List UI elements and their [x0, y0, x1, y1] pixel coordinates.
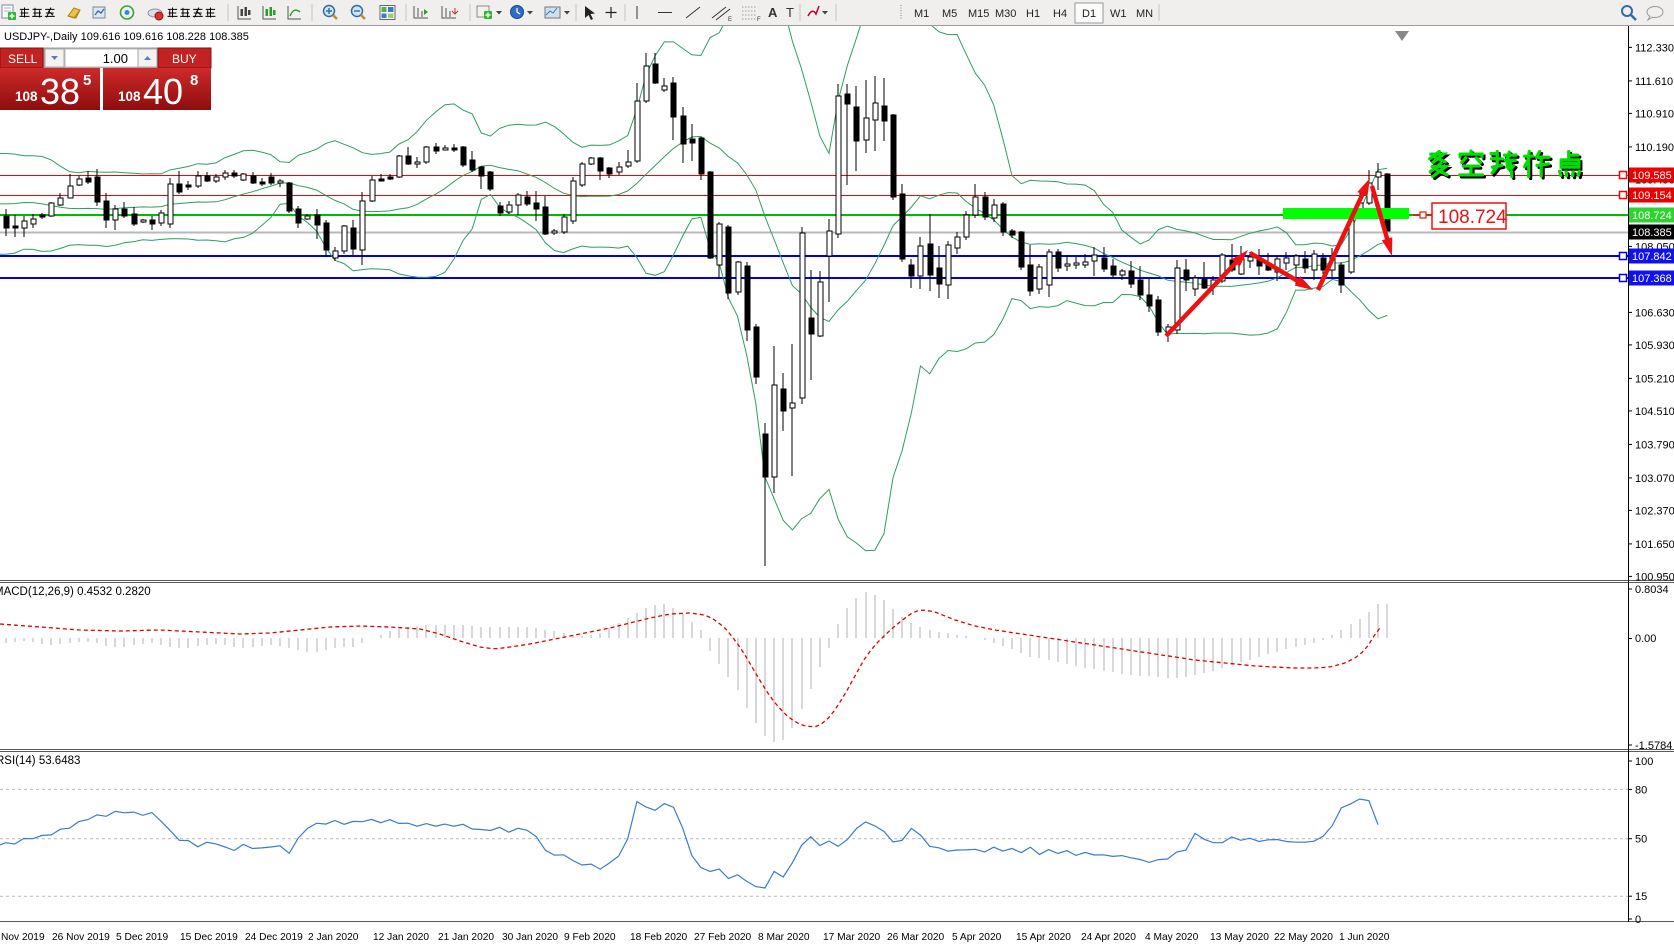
- svg-text:H4: H4: [1053, 8, 1067, 20]
- svg-text:A: A: [768, 5, 778, 20]
- svg-text:110.190: 110.190: [1635, 142, 1674, 154]
- svg-text:108: 108: [118, 89, 141, 104]
- svg-text:BUY: BUY: [172, 52, 197, 66]
- svg-text:12 Jan 2020: 12 Jan 2020: [373, 932, 429, 943]
- svg-text:109.154: 109.154: [1632, 190, 1672, 202]
- svg-text:D1: D1: [1082, 8, 1096, 20]
- svg-text:-1.5784: -1.5784: [1635, 740, 1672, 752]
- svg-text:111.610: 111.610: [1635, 76, 1673, 88]
- svg-text:T: T: [786, 5, 794, 20]
- svg-text:9 Feb 2020: 9 Feb 2020: [564, 932, 616, 943]
- svg-text:109.585: 109.585: [1632, 170, 1672, 182]
- svg-text:27 Feb 2020: 27 Feb 2020: [694, 932, 752, 943]
- svg-text:108.724: 108.724: [1438, 207, 1507, 228]
- svg-text:4 May 2020: 4 May 2020: [1145, 932, 1199, 943]
- svg-text:MN: MN: [1136, 8, 1153, 20]
- svg-text:105.210: 105.210: [1635, 373, 1674, 385]
- svg-text:17 Mar 2020: 17 Mar 2020: [823, 932, 881, 943]
- svg-text:E: E: [728, 17, 732, 23]
- svg-text:15 Apr 2020: 15 Apr 2020: [1016, 932, 1071, 943]
- svg-text:102.370: 102.370: [1635, 505, 1674, 517]
- svg-text:26 Mar 2020: 26 Mar 2020: [887, 932, 945, 943]
- svg-text:0: 0: [1635, 914, 1641, 926]
- svg-text:110.910: 110.910: [1635, 108, 1674, 120]
- svg-text:40: 40: [143, 71, 183, 112]
- svg-text:30 Jan 2020: 30 Jan 2020: [502, 932, 558, 943]
- svg-text:USDJPY-,Daily 109.616 109.616: USDJPY-,Daily 109.616 109.616 108.228 10…: [4, 31, 249, 43]
- svg-text:106.630: 106.630: [1635, 307, 1674, 319]
- svg-text:RSI(14) 53.6483: RSI(14) 53.6483: [0, 755, 80, 767]
- svg-text:112.330: 112.330: [1635, 42, 1674, 54]
- svg-text:SELL: SELL: [8, 52, 38, 66]
- svg-text:W1: W1: [1110, 8, 1127, 20]
- svg-text:M5: M5: [942, 8, 957, 20]
- svg-text:100: 100: [1635, 756, 1653, 768]
- svg-text:24 Apr 2020: 24 Apr 2020: [1081, 932, 1136, 943]
- svg-text:108.724: 108.724: [1632, 210, 1672, 222]
- svg-text:100.950: 100.950: [1635, 571, 1674, 583]
- svg-text:108.385: 108.385: [1632, 227, 1672, 239]
- svg-text:M1: M1: [914, 8, 929, 20]
- svg-text:103.790: 103.790: [1635, 439, 1674, 451]
- svg-text:Nov 2019: Nov 2019: [1, 932, 45, 943]
- svg-text:105.930: 105.930: [1635, 340, 1674, 352]
- svg-text:26 Nov 2019: 26 Nov 2019: [52, 932, 110, 943]
- svg-text:24 Dec 2019: 24 Dec 2019: [245, 932, 303, 943]
- svg-text:0.00: 0.00: [1635, 633, 1656, 645]
- svg-text:1.00: 1.00: [103, 51, 128, 66]
- svg-text:107.368: 107.368: [1632, 273, 1672, 285]
- svg-text:103.070: 103.070: [1635, 473, 1674, 485]
- svg-text:5: 5: [83, 72, 91, 89]
- svg-text:M30: M30: [995, 8, 1016, 20]
- svg-text:15: 15: [1635, 891, 1647, 903]
- svg-text:107.842: 107.842: [1632, 251, 1672, 263]
- svg-text:38: 38: [40, 71, 80, 112]
- svg-text:MACD(12,26,9) 0.4532 0.2820: MACD(12,26,9) 0.4532 0.2820: [0, 586, 151, 598]
- svg-text:M15: M15: [968, 8, 989, 20]
- svg-text:80: 80: [1635, 784, 1647, 796]
- svg-text:104.510: 104.510: [1635, 406, 1674, 418]
- svg-text:108: 108: [15, 89, 38, 104]
- svg-text:22 May 2020: 22 May 2020: [1274, 932, 1333, 943]
- svg-text:13 May 2020: 13 May 2020: [1210, 932, 1269, 943]
- svg-text:101.650: 101.650: [1635, 539, 1674, 551]
- svg-text:15 Dec 2019: 15 Dec 2019: [180, 932, 238, 943]
- svg-text:F: F: [757, 17, 761, 23]
- svg-text:1 Jun 2020: 1 Jun 2020: [1339, 932, 1390, 943]
- svg-text:8: 8: [190, 72, 198, 89]
- svg-text:50: 50: [1635, 834, 1647, 846]
- svg-text:0.8034: 0.8034: [1635, 584, 1669, 596]
- svg-text:8 Mar 2020: 8 Mar 2020: [758, 932, 810, 943]
- svg-text:2 Jan 2020: 2 Jan 2020: [308, 932, 359, 943]
- svg-text:21 Jan 2020: 21 Jan 2020: [438, 932, 494, 943]
- svg-text:5 Apr 2020: 5 Apr 2020: [952, 932, 1002, 943]
- svg-text:18 Feb 2020: 18 Feb 2020: [630, 932, 688, 943]
- svg-text:5 Dec 2019: 5 Dec 2019: [116, 932, 168, 943]
- svg-text:H1: H1: [1026, 8, 1040, 20]
